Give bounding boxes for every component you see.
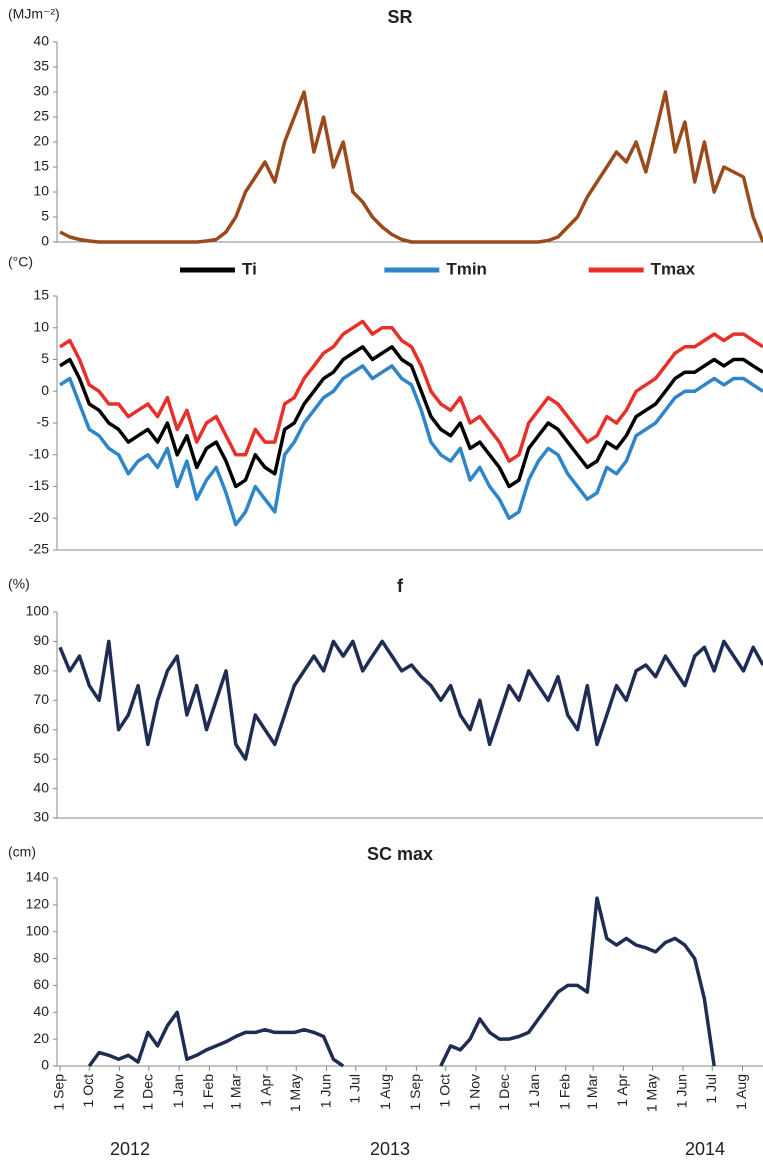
legend-label: Ti [242,259,257,278]
chart-title: SR [387,7,412,27]
y-tick-label: -15 [29,477,49,493]
y-tick-label: 0 [41,1057,49,1073]
y-tick-label: 40 [33,33,49,49]
chart-title: f [397,576,404,596]
x-tick-label: 1 Sep [407,1074,423,1111]
x-tick-label: 1 Nov [110,1074,126,1111]
x-tick-label: 1 Apr [258,1074,274,1107]
y-tick-label: 5 [41,350,49,366]
y-tick-label: 40 [33,779,49,795]
x-tick-label: 1 Aug [733,1074,749,1110]
y-tick-label: -10 [29,445,49,461]
y-tick-label: 60 [33,976,49,992]
y-tick-label: 140 [26,869,50,885]
y-tick-label: 50 [33,750,49,766]
x-tick-label: 1 Dec [140,1074,156,1111]
x-tick-label: 1 May [287,1074,303,1112]
x-tick-label: 1 Oct [80,1074,96,1108]
legend-label: Tmax [651,259,696,278]
x-tick-label: 1 May [643,1074,659,1112]
y-tick-label: 30 [33,809,49,825]
x-tick-label: 1 Dec [496,1074,512,1111]
y-tick-label: 15 [33,287,49,303]
y-tick-label: 100 [26,603,50,619]
y-tick-label: 120 [26,896,50,912]
data-line [87,896,716,1068]
x-tick-label: 1 Jan [526,1074,542,1108]
x-tick-label: 1 Sep [51,1074,67,1111]
y-tick-label: 10 [33,318,49,334]
y-tick-label: 40 [33,1003,49,1019]
y-tick-label: 30 [33,83,49,99]
y-tick-label: -20 [29,509,49,525]
y-axis-label: (%) [8,576,30,592]
x-tick-label: 1 Nov [467,1074,483,1111]
y-tick-label: 15 [33,158,49,174]
y-tick-label: 10 [33,183,49,199]
year-label: 2012 [110,1139,150,1159]
y-tick-label: 80 [33,949,49,965]
data-line [58,639,763,761]
x-tick-label: 1 Aug [377,1074,393,1110]
y-axis-label: (cm) [8,844,36,860]
x-tick-label: 1 Apr [614,1074,630,1107]
y-tick-label: 70 [33,691,49,707]
y-tick-label: 5 [41,208,49,224]
data-line [59,90,763,244]
y-tick-label: 60 [33,720,49,736]
y-tick-label: 0 [41,382,49,398]
y-axis-label: (MJm⁻²) [8,6,60,22]
y-tick-label: 0 [41,233,49,249]
data-line [59,364,763,527]
x-tick-label: 1 Oct [436,1074,452,1108]
x-tick-label: 1 Feb [556,1074,572,1110]
y-tick-label: 35 [33,58,49,74]
chart-title: SC max [367,844,433,864]
y-tick-label: -25 [29,541,49,557]
y-tick-label: -5 [37,414,50,430]
data-line [59,319,763,463]
x-tick-label: 1 Jul [703,1074,719,1104]
y-tick-label: 25 [33,108,49,124]
y-tick-label: 90 [33,632,49,648]
x-tick-label: 1 Jul [347,1074,363,1104]
x-tick-label: 1 Jan [170,1074,186,1108]
x-tick-label: 1 Feb [200,1074,216,1110]
y-tick-label: 20 [33,1030,49,1046]
x-tick-label: 1 Mar [227,1074,243,1110]
x-tick-label: 1 Mar [584,1074,600,1110]
legend-label: Tmin [446,259,487,278]
y-tick-label: 20 [33,133,49,149]
x-tick-label: 1 Jun [317,1074,333,1108]
y-tick-label: 80 [33,662,49,678]
year-label: 2014 [685,1139,725,1159]
x-tick-label: 1 Jun [674,1074,690,1108]
y-axis-label: (°C) [8,254,33,270]
y-tick-label: 100 [26,922,50,938]
year-label: 2013 [370,1139,410,1159]
data-line [59,345,763,489]
